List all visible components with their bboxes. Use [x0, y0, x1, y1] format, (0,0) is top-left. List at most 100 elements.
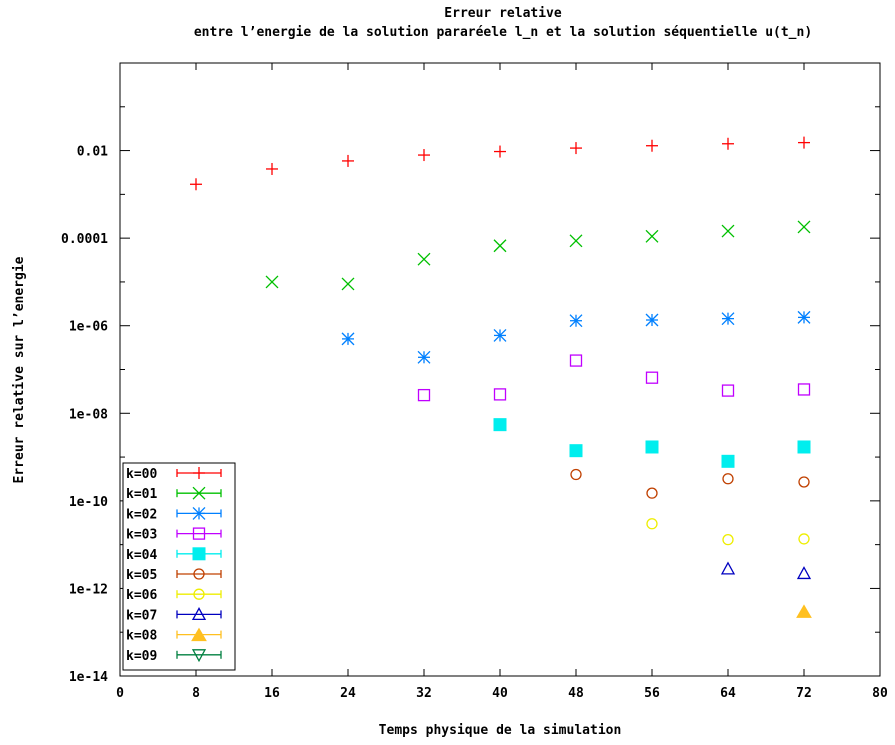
legend-swatch — [176, 568, 222, 580]
data-point-k=00 — [722, 137, 734, 150]
legend-label: k=02 — [126, 507, 157, 522]
y-tick-label: 1e-06 — [69, 320, 108, 335]
y-tick-label: 1e-08 — [69, 407, 108, 422]
legend-marker — [193, 588, 205, 600]
data-point-k=00 — [798, 136, 810, 149]
legend-swatch — [176, 486, 222, 500]
legend-swatch — [176, 649, 222, 663]
legend-label: k=00 — [126, 467, 157, 482]
y-tick-label: 0.01 — [77, 145, 108, 160]
legend-items: k=00 k=01 k=02 k=03 k=04 k=05 k=06 k=07 k=08 k=09 — [126, 467, 222, 664]
data-point-k=01 — [797, 220, 811, 234]
legend-marker — [193, 467, 205, 479]
data-point-k=02 — [493, 328, 507, 342]
data-point-k=00 — [494, 145, 506, 158]
legend-marker — [191, 607, 207, 621]
data-point-k=05 — [570, 468, 582, 481]
x-tick-label: 16 — [264, 686, 280, 701]
legend-marker — [192, 527, 206, 540]
data-point-k=04 — [569, 444, 583, 458]
data-point-k=02 — [645, 313, 659, 327]
data-point-k=00 — [190, 178, 202, 191]
legend-marker — [191, 649, 207, 663]
x-tick-label: 32 — [416, 686, 432, 701]
data-point-k=00 — [342, 154, 354, 167]
data-point-k=03 — [493, 388, 507, 401]
x-tick-labels: 0 8 16 24 32 40 48 56 64 72 80 — [116, 686, 888, 701]
x-tick-label: 80 — [872, 686, 888, 701]
data-point-k=06 — [798, 533, 810, 545]
data-point-k=04 — [721, 454, 735, 468]
data-point-k=01 — [265, 275, 279, 289]
legend-label: k=06 — [126, 588, 157, 603]
x-tick-label: 56 — [644, 686, 660, 701]
x-tick-label: 64 — [720, 686, 736, 701]
data-point-k=00 — [646, 139, 658, 152]
data-point-k=03 — [645, 371, 659, 384]
chart-subtitle: entre l’energie de la solution pararéele… — [194, 25, 812, 40]
data-point-k=01 — [645, 229, 659, 243]
data-point-k=00 — [418, 149, 430, 162]
x-tick-label: 40 — [492, 686, 508, 701]
data-point-k=02 — [721, 312, 735, 326]
data-point-k=04 — [797, 440, 811, 454]
x-tick-label: 72 — [796, 686, 812, 701]
legend-swatch — [176, 607, 222, 621]
data-point-k=00 — [570, 142, 582, 155]
x-axis-label: Temps physique de la simulation — [379, 723, 622, 738]
legend: k=00 k=01 k=02 k=03 k=04 k=05 k=06 k=07 k=08 k=09 — [122, 462, 236, 671]
data-point-k=01 — [569, 234, 583, 248]
data-point-k=01 — [341, 277, 355, 291]
legend-marker — [192, 547, 206, 561]
data-point-k=03 — [721, 384, 735, 397]
data-point-k=05 — [646, 487, 658, 499]
legend-marker — [193, 568, 205, 580]
legend-swatch — [176, 627, 222, 642]
data-point-k=01 — [417, 252, 431, 266]
data-point-k=03 — [417, 388, 431, 402]
data-point-k=05 — [798, 476, 810, 488]
data-point-k=01 — [721, 224, 735, 238]
legend-swatch — [176, 506, 222, 520]
legend-label: k=01 — [126, 487, 157, 502]
legend-marker — [192, 486, 206, 500]
data-point-k=06 — [722, 534, 734, 546]
y-tick-label: 1e-14 — [69, 670, 108, 685]
data-points — [190, 136, 812, 618]
data-point-k=02 — [341, 332, 355, 346]
y-tick-label: 1e-12 — [69, 582, 108, 597]
data-point-k=02 — [797, 310, 811, 324]
legend-swatch — [176, 547, 222, 561]
legend-label: k=04 — [126, 548, 157, 563]
data-point-k=08 — [796, 604, 812, 618]
legend-swatch — [176, 527, 222, 540]
legend-box — [122, 462, 236, 671]
legend-marker — [192, 506, 206, 520]
data-point-k=04 — [645, 440, 659, 454]
data-point-k=04 — [493, 418, 507, 432]
x-tick-label: 0 — [116, 686, 124, 701]
data-point-k=03 — [797, 383, 811, 396]
x-tick-label: 8 — [192, 686, 200, 701]
data-point-k=03 — [569, 354, 583, 367]
x-tick-label: 48 — [568, 686, 584, 701]
y-tick-label: 1e-10 — [69, 495, 108, 510]
chart-title: Erreur relative — [444, 6, 562, 21]
legend-label: k=08 — [126, 629, 157, 644]
data-point-k=00 — [266, 162, 278, 175]
legend-label: k=09 — [126, 649, 157, 664]
data-point-k=02 — [569, 314, 583, 328]
data-point-k=05 — [722, 473, 734, 485]
legend-marker — [191, 627, 207, 642]
y-tick-labels: 0.01 0.0001 1e-06 1e-08 1e-10 1e-12 1e-14 — [61, 145, 108, 685]
y-tick-label: 0.0001 — [61, 232, 108, 247]
legend-label: k=07 — [126, 608, 157, 623]
data-point-k=06 — [646, 518, 658, 530]
data-point-k=01 — [493, 239, 507, 253]
legend-swatch — [176, 467, 222, 479]
legend-label: k=05 — [126, 568, 157, 583]
data-point-k=07 — [720, 561, 736, 575]
x-tick-label: 24 — [340, 686, 356, 701]
y-axis-label: Erreur relative sur l’energie — [12, 256, 27, 483]
data-point-k=07 — [796, 566, 812, 580]
